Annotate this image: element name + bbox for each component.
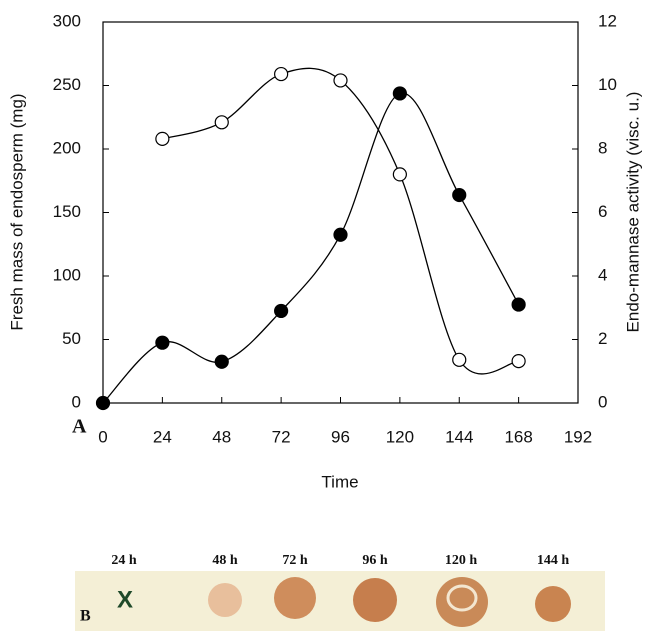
data-point xyxy=(392,86,407,101)
y2-tick-label: 4 xyxy=(598,265,607,284)
data-point xyxy=(333,227,348,242)
data-point xyxy=(214,354,229,369)
data-point xyxy=(274,303,289,319)
panel-label: A xyxy=(72,416,87,438)
spot xyxy=(274,577,316,619)
data-point xyxy=(511,297,526,312)
spot-ring xyxy=(446,584,478,612)
x-tick-label: 192 xyxy=(564,427,592,446)
lane-label: 144 h xyxy=(537,553,570,568)
data-point xyxy=(333,73,348,88)
y-tick-label: 0 xyxy=(72,392,81,411)
gel-strip xyxy=(75,571,605,631)
data-point xyxy=(392,167,407,182)
y2-tick-label: 10 xyxy=(598,75,617,94)
y-tick-label: 150 xyxy=(53,202,81,221)
data-point xyxy=(214,115,229,130)
panel-label-b: B xyxy=(80,608,91,625)
data-point xyxy=(452,352,467,367)
lane-label: 72 h xyxy=(282,553,308,568)
data-point xyxy=(155,131,170,146)
x-tick-label: 168 xyxy=(504,427,532,446)
x-tick-label: 72 xyxy=(272,427,291,446)
y-tick-label: 300 xyxy=(53,11,81,30)
data-point xyxy=(452,187,467,203)
y2-axis-title: Endo-mannase activity (visc. u.) xyxy=(623,92,642,333)
data-point xyxy=(274,66,289,82)
spot xyxy=(353,578,397,622)
series-line xyxy=(162,67,519,375)
x-tick-label: 144 xyxy=(445,427,473,446)
y2-tick-label: 12 xyxy=(598,11,617,30)
data-point xyxy=(95,395,111,411)
y-tick-label: 100 xyxy=(53,265,81,284)
lane-label: 120 h xyxy=(445,553,478,568)
y2-tick-label: 0 xyxy=(598,392,607,411)
lane-label: 96 h xyxy=(362,553,388,568)
y-tick-label: 250 xyxy=(53,75,81,94)
x-tick-label: 120 xyxy=(386,427,414,446)
spot xyxy=(436,577,488,627)
y-tick-label: 50 xyxy=(62,329,81,348)
x-tick-label: 0 xyxy=(98,427,107,446)
x-tick-label: 48 xyxy=(212,427,231,446)
y-tick-label: 200 xyxy=(53,138,81,157)
spot xyxy=(535,586,571,622)
x-tick-label: 24 xyxy=(153,427,172,446)
x-tick-label: 96 xyxy=(331,427,350,446)
spot xyxy=(208,583,242,617)
x-axis-title: Time xyxy=(321,472,358,491)
y2-tick-label: 6 xyxy=(598,202,607,221)
y2-tick-label: 2 xyxy=(598,329,607,348)
data-point xyxy=(511,353,526,369)
y-axis-title: Fresh mass of endosperm (mg) xyxy=(7,93,26,330)
data-point xyxy=(155,335,170,350)
lane-label: 48 h xyxy=(212,553,238,568)
sample-mark: X xyxy=(117,586,133,613)
y2-tick-label: 8 xyxy=(598,138,607,157)
lane-label: 24 h xyxy=(111,553,137,568)
